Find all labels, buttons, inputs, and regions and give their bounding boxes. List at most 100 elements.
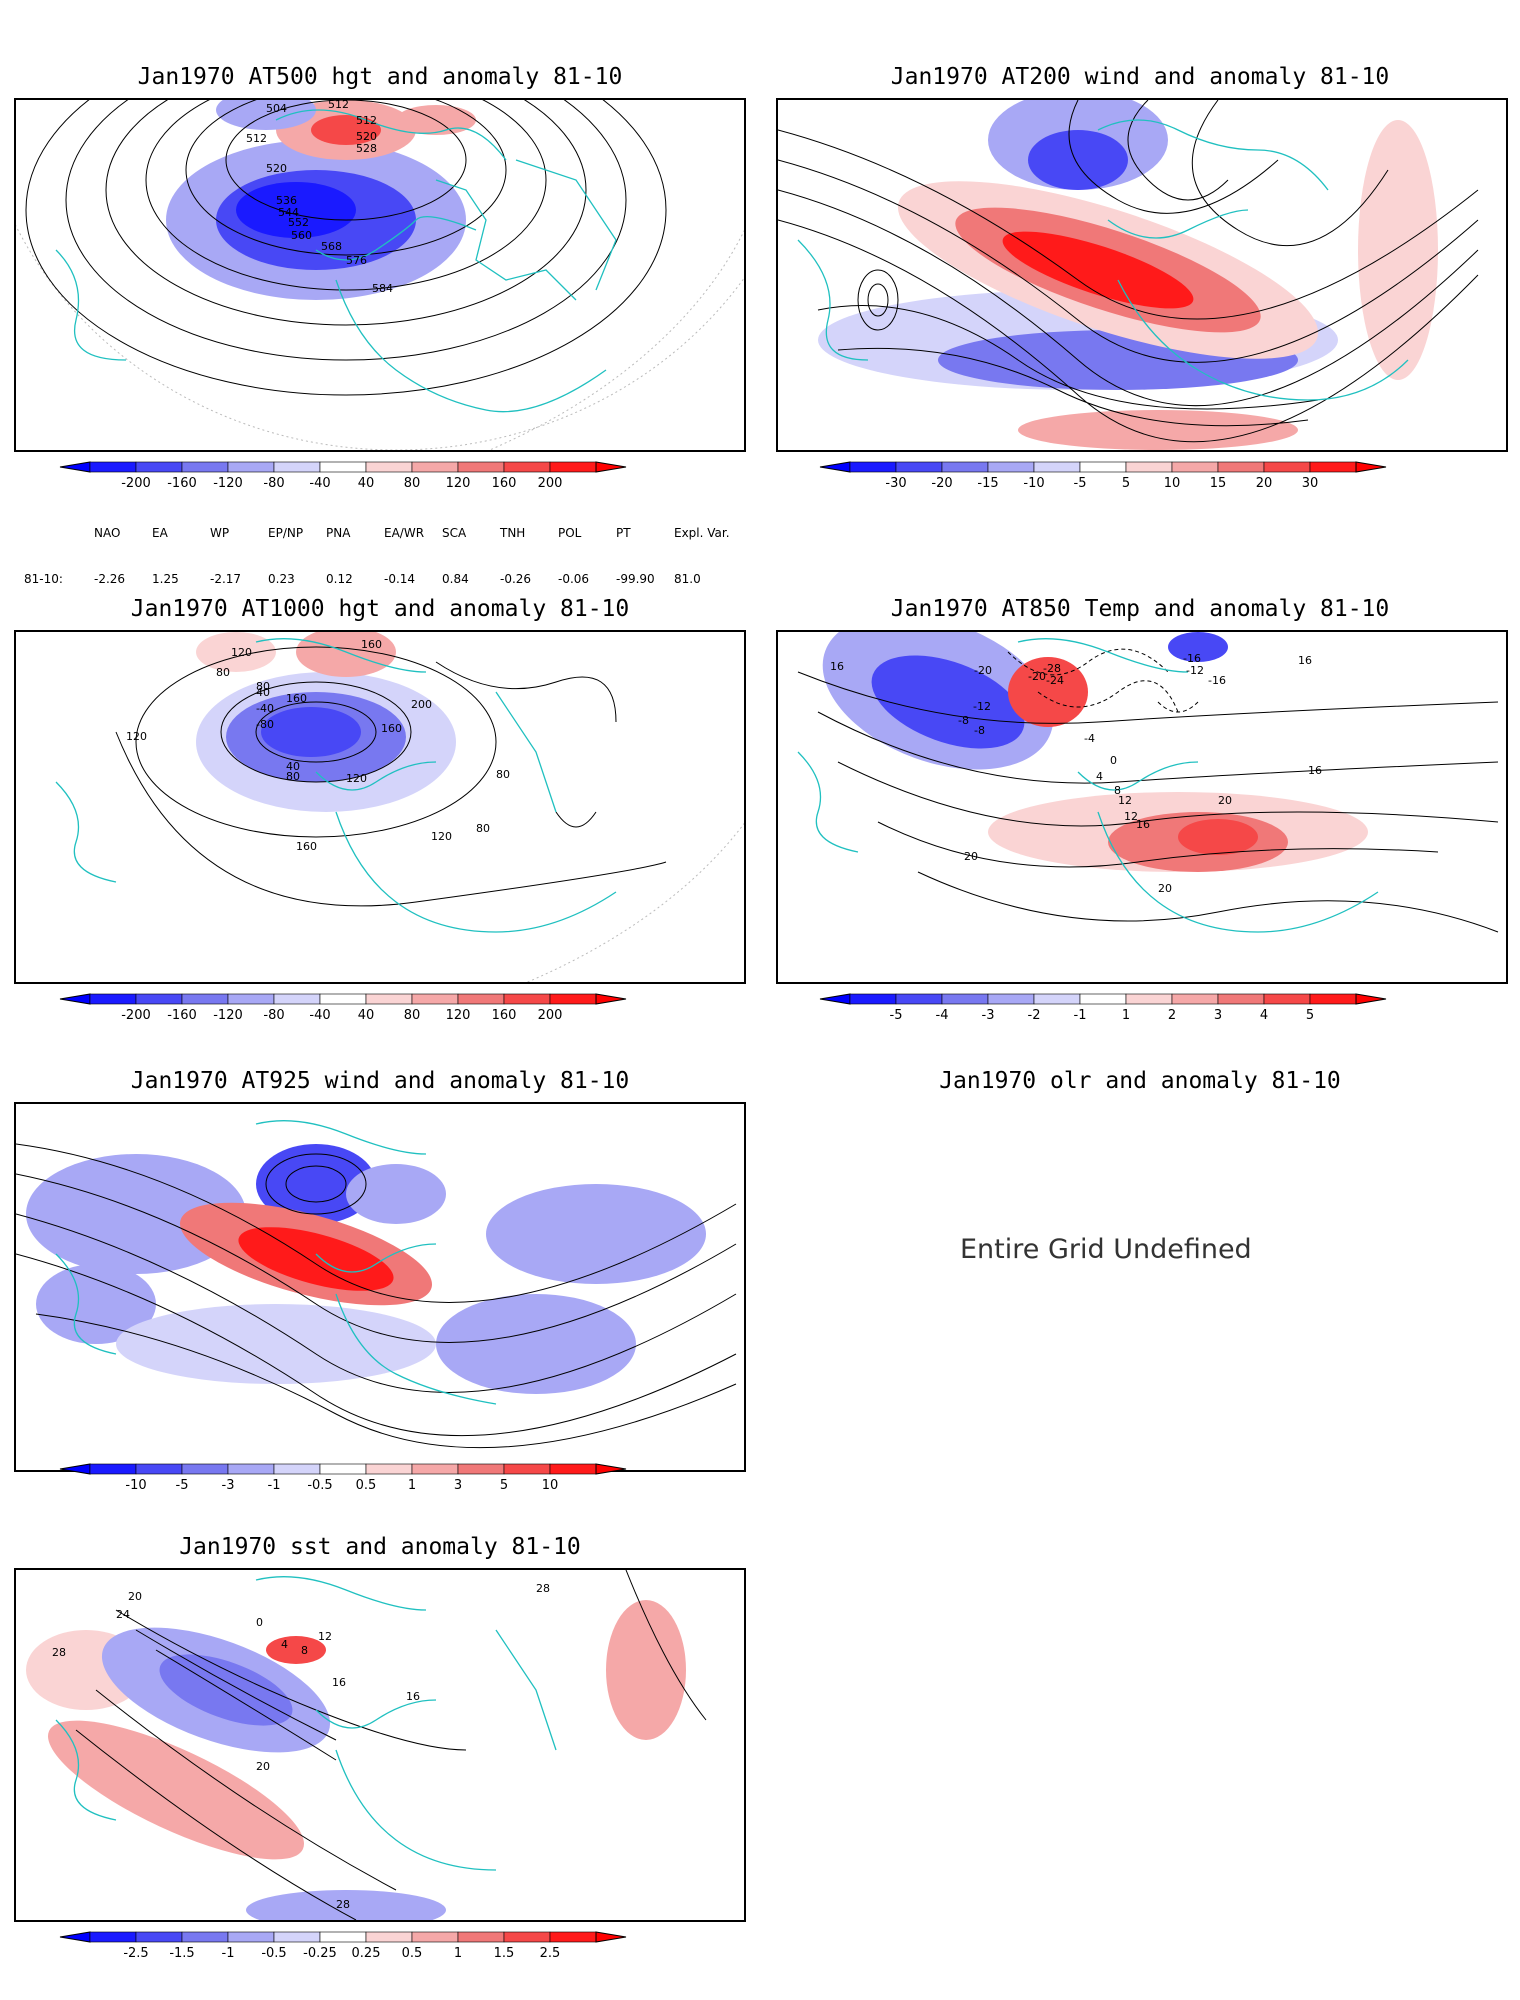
contour-label: -20 <box>1028 670 1046 683</box>
colorbar-cell <box>987 993 1035 1005</box>
colorbar-cell <box>503 1931 551 1943</box>
panel-at200-wind: Jan1970 AT200 wind and anomaly 81-10 <box>760 0 1520 540</box>
teleconnection-header: WP <box>210 526 230 540</box>
colorbar-cell <box>503 461 551 473</box>
panel-olr: Jan1970 olr and anomaly 81-10 Entire Gri… <box>760 1020 1520 1490</box>
contour-label: 12 <box>318 1630 332 1643</box>
colorbar-tick-label: 4 <box>1260 1008 1268 1023</box>
colorbar-arrow-low <box>59 1931 91 1943</box>
contour-label: -16 <box>1183 652 1201 665</box>
colorbar-cell <box>319 993 367 1005</box>
teleconnection-value: -99.90 <box>616 572 655 586</box>
contour-label: 520 <box>266 162 287 175</box>
colorbar-tick-label: -3 <box>982 1008 995 1023</box>
colorbar-tick-label: -5 <box>176 1478 189 1493</box>
colorbar-tick-label: 40 <box>358 1008 375 1023</box>
colorbar-cell <box>411 993 459 1005</box>
contour-label: 512 <box>356 114 377 127</box>
panel-at925-wind: Jan1970 AT925 wind and anomaly 81-10 -10… <box>0 1020 760 1493</box>
contour-label: 160 <box>381 722 402 735</box>
colorbar-cell <box>411 461 459 473</box>
colorbar-cell <box>135 1463 183 1475</box>
teleconnection-header: EA <box>152 526 168 540</box>
contour-label: -16 <box>1208 674 1226 687</box>
contour-label: -28 <box>1043 662 1061 675</box>
map-at500: 5125045125205285125205365445525605685765… <box>16 100 744 450</box>
contour-label: 16 <box>1308 764 1322 777</box>
contour-label: 568 <box>321 240 342 253</box>
colorbar-cell <box>1033 993 1081 1005</box>
colorbar-cell <box>1125 461 1173 473</box>
contour-label: 80 <box>286 770 300 783</box>
colorbar-tick-label: 5 <box>1306 1008 1314 1023</box>
contour-label: 120 <box>346 772 367 785</box>
colorbar-cell <box>411 1931 459 1943</box>
contour-label: 24 <box>116 1608 130 1621</box>
map-frame <box>14 1102 746 1472</box>
colorbar-cell <box>227 1463 275 1475</box>
colorbar-cell <box>549 1931 597 1943</box>
colorbar-tick-label: 1 <box>408 1478 416 1493</box>
contour-label: -8 <box>958 714 969 727</box>
colorbar-arrow-high <box>595 993 627 1005</box>
teleconnection-header: TNH <box>500 526 526 540</box>
contour-label: 4 <box>281 1638 288 1651</box>
contour-label: 0 <box>256 1616 263 1629</box>
colorbar-cell <box>273 993 321 1005</box>
contour-label: 584 <box>372 282 393 295</box>
contour-label: 40 <box>256 686 270 699</box>
colorbar-cell <box>549 461 597 473</box>
teleconnection-value: -0.26 <box>500 572 532 586</box>
colorbar-cell <box>135 1931 183 1943</box>
colorbar-cell <box>411 1463 459 1475</box>
panel-title: Jan1970 AT500 hgt and anomaly 81-10 <box>137 64 623 90</box>
teleconnection-header: EA/WR <box>384 526 425 540</box>
teleconnection-value: -2.26 <box>94 572 126 586</box>
colorbar-cell <box>895 993 943 1005</box>
colorbar-cell <box>457 461 505 473</box>
colorbar-cell <box>89 993 137 1005</box>
contour-label: 12 <box>1118 794 1132 807</box>
teleconnection-value: 0.12 <box>326 572 353 586</box>
contour-label: -12 <box>1186 664 1204 677</box>
colorbar-tick-label: 2 <box>1168 1008 1176 1023</box>
colorbar-tick-label: -1 <box>268 1478 281 1493</box>
colorbar-cell <box>319 1463 367 1475</box>
colorbar-tick-label: -40 <box>309 1008 330 1023</box>
colorbar-tick-label: -80 <box>263 476 284 491</box>
colorbar-cell <box>273 461 321 473</box>
contour-label: 28 <box>536 1582 550 1595</box>
teleconnection-value: 1.25 <box>152 572 179 586</box>
colorbar: -200 -160 -120 -80 -40 40 80 120 160 200 <box>59 458 700 498</box>
colorbar-tick-label: -160 <box>167 1008 197 1023</box>
colorbar-arrow-low <box>59 461 91 473</box>
colorbar-tick-label: 10 <box>542 1478 559 1493</box>
teleconnection-headers: NAO EA WP EP/NP PNA EA/WR SCA TNH POL PT Expl. Var… <box>24 526 732 540</box>
colorbar-tick-label: -30 <box>885 476 906 491</box>
colorbar-arrow-high <box>595 1931 627 1943</box>
map-frame <box>776 98 1508 452</box>
colorbar-cell <box>1217 993 1265 1005</box>
contour-label: 200 <box>411 698 432 711</box>
contour-label: 512 <box>328 100 349 111</box>
colorbar-tick-label: -120 <box>213 1008 243 1023</box>
colorbar-tick-label: 20 <box>1256 476 1273 491</box>
colorbar-svg: -200 -160 -120 -80 -40 40 80 120 160 200 <box>59 461 627 491</box>
colorbar-cell <box>89 1463 137 1475</box>
colorbar-cell <box>1079 461 1127 473</box>
contour-label: 560 <box>291 229 312 242</box>
colorbar-svg: -10 -5 -3 -1 -0.5 0.5 1 3 5 10 <box>59 1463 627 1493</box>
colorbar-arrow-high <box>1355 461 1387 473</box>
colorbar-tick-label: 5 <box>1122 476 1130 491</box>
teleconnection-header: PT <box>616 526 631 540</box>
colorbar-cell <box>227 1931 275 1943</box>
colorbar: -10 -5 -3 -1 -0.5 0.5 1 3 5 10 <box>59 1460 700 1500</box>
contour-label: 20 <box>256 1760 270 1773</box>
colorbar-arrow-low <box>819 993 851 1005</box>
contour-label: 16 <box>1298 654 1312 667</box>
colorbar-tick-label: 80 <box>404 1008 421 1023</box>
contour-label: 20 <box>1218 794 1232 807</box>
teleconnection-value: 0.23 <box>268 572 295 586</box>
contour-label: 20 <box>964 850 978 863</box>
